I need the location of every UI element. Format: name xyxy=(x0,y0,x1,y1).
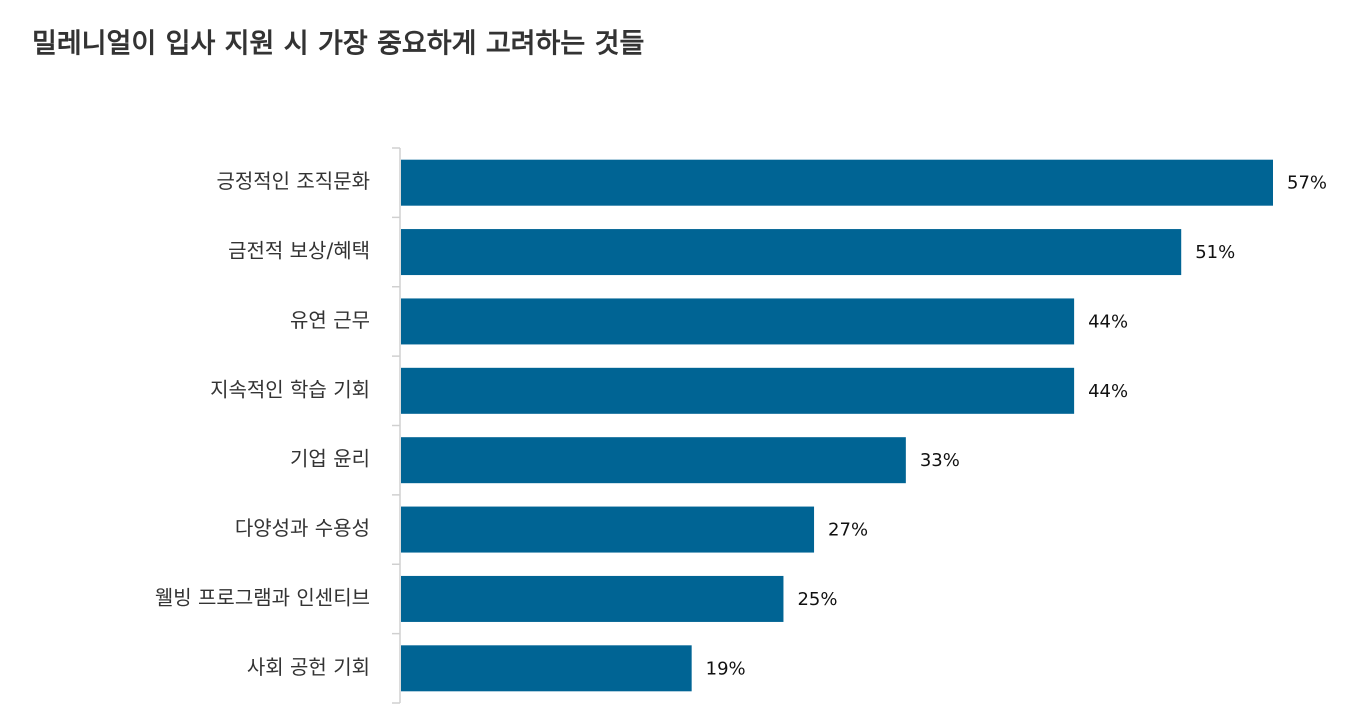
category-label: 긍정적인 조직문화 xyxy=(216,169,370,193)
value-label: 44% xyxy=(1088,311,1128,332)
category-label: 다양성과 수용성 xyxy=(235,516,370,540)
bar xyxy=(401,575,784,622)
bar xyxy=(401,506,815,553)
bar xyxy=(401,229,1182,276)
category-label: 사회 공헌 기회 xyxy=(247,655,370,679)
value-label: 25% xyxy=(797,589,837,610)
chart-title: 밀레니얼이 입사 지원 시 가장 중요하게 고려하는 것들 xyxy=(32,29,644,60)
bar xyxy=(401,298,1075,345)
category-label: 지속적인 학습 기회 xyxy=(210,377,370,401)
value-label: 19% xyxy=(706,658,746,679)
bar xyxy=(401,645,692,692)
bar xyxy=(401,159,1273,206)
value-label: 44% xyxy=(1088,381,1128,402)
value-label: 51% xyxy=(1195,242,1235,263)
category-label: 웰빙 프로그램과 인센티브 xyxy=(155,585,370,609)
value-label: 33% xyxy=(920,450,960,471)
value-label: 57% xyxy=(1287,173,1327,194)
category-label: 금전적 보상/혜택 xyxy=(228,239,370,263)
bar xyxy=(401,367,1075,414)
category-label: 기업 윤리 xyxy=(290,447,370,471)
category-label: 유연 근무 xyxy=(290,308,370,332)
value-label: 27% xyxy=(828,520,868,541)
bar xyxy=(401,437,906,484)
